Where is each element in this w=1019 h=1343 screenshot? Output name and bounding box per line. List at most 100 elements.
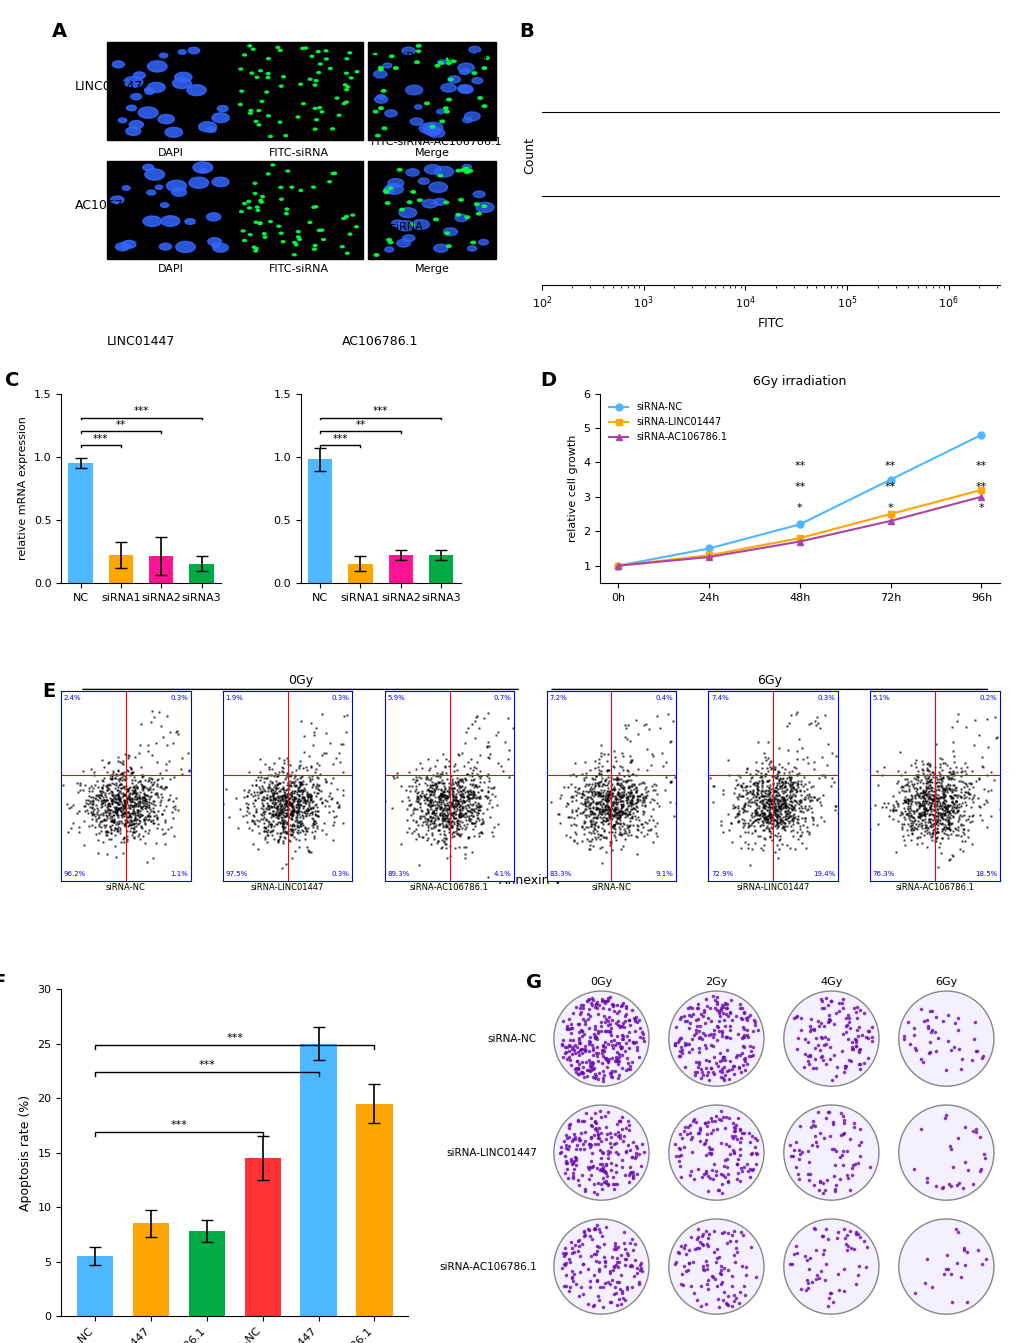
Point [754,813,770,834]
Point [592,802,608,823]
Circle shape [312,248,316,250]
Point [622,729,638,751]
Point [569,1041,585,1062]
Point [292,779,309,800]
Point [121,806,138,827]
Point [598,780,614,802]
Point [958,775,974,796]
Point [596,1160,612,1182]
Text: 19.4%: 19.4% [812,870,835,877]
Point [555,1245,572,1266]
Point [770,784,787,806]
Point [574,802,590,823]
Point [449,744,466,766]
Point [276,794,292,815]
Point [457,802,473,823]
Point [608,783,625,804]
Point [600,759,616,780]
Point [120,748,137,770]
Point [584,1229,600,1250]
Point [623,791,639,813]
Point [413,782,429,803]
Point [131,782,148,803]
Point [726,1142,742,1163]
Point [105,784,121,806]
Point [273,798,289,819]
Point [792,790,808,811]
Point [783,775,799,796]
Point [783,767,799,788]
Point [447,783,464,804]
Point [761,825,777,846]
Point [906,784,922,806]
Point [101,792,117,814]
Point [731,803,747,825]
Point [567,1061,583,1082]
Point [930,792,947,814]
Point [610,1289,627,1311]
Point [256,767,272,788]
Point [424,802,440,823]
Point [940,795,956,817]
Point [285,771,302,792]
Point [587,811,603,833]
Point [741,770,757,791]
Point [604,794,621,815]
Point [582,1127,598,1148]
Point [408,775,424,796]
Point [916,808,932,830]
Point [581,1030,597,1052]
Point [444,821,461,842]
Point [758,776,774,798]
Point [743,783,759,804]
Point [576,818,592,839]
Title: 6Gy: 6Gy [934,976,957,987]
Point [621,790,637,811]
Point [765,782,782,803]
Point [837,1056,853,1077]
Point [277,791,293,813]
Point [751,804,767,826]
Point [646,779,662,800]
Point [88,810,104,831]
Point [596,788,612,810]
Point [268,798,284,819]
Point [104,768,120,790]
Point [942,804,958,826]
Point [612,1244,629,1265]
Point [769,792,786,814]
Point [99,806,115,827]
Point [115,826,131,847]
Point [955,823,971,845]
Point [255,808,271,830]
Point [736,795,752,817]
Point [590,994,606,1015]
Point [308,717,324,739]
Point [607,788,624,810]
Point [748,771,764,792]
Point [99,776,115,798]
Point [125,826,142,847]
Point [957,795,973,817]
Point [110,747,126,768]
Point [142,806,158,827]
Point [112,818,128,839]
Point [755,803,771,825]
Point [577,752,593,774]
Point [940,815,956,837]
Point [573,784,589,806]
Point [442,802,459,823]
Point [423,782,439,803]
Point [126,802,143,823]
Point [930,753,947,775]
Point [607,1254,624,1276]
Point [710,1002,727,1023]
Point [780,752,796,774]
Point [690,1226,706,1248]
Point [564,1242,580,1264]
Point [608,782,625,803]
Point [747,804,763,826]
Point [622,770,638,791]
Point [942,757,958,779]
Point [597,798,613,819]
